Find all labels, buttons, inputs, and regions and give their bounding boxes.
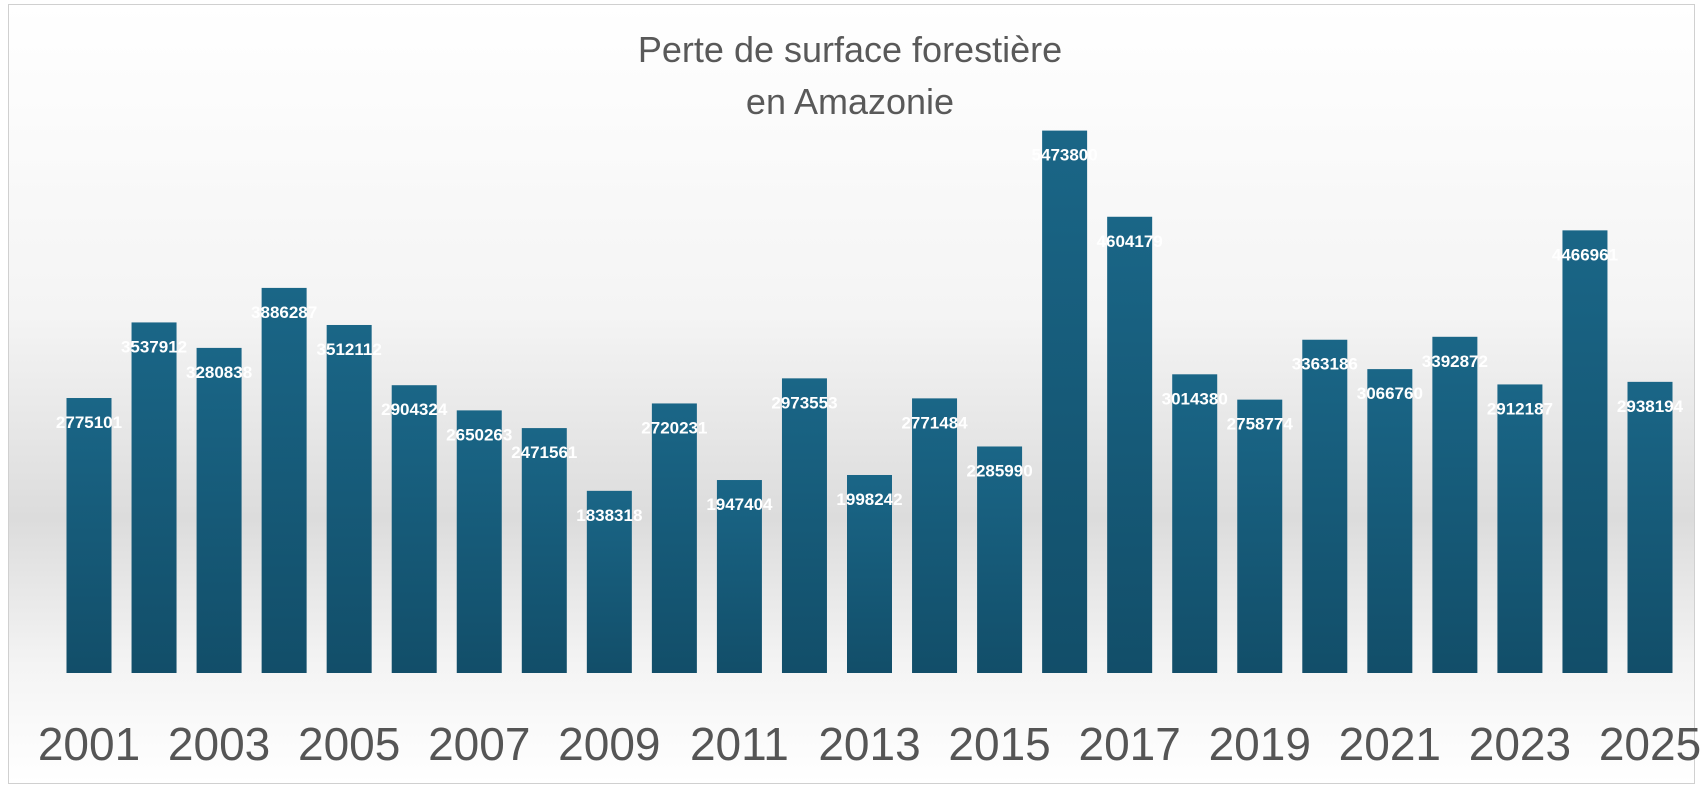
value-label: 4604179 xyxy=(1097,232,1163,251)
value-label: 2471561 xyxy=(511,443,577,462)
bar xyxy=(131,322,177,673)
bar xyxy=(66,398,112,673)
x-tick-label: 2017 xyxy=(1078,718,1180,770)
x-tick-label: 2025 xyxy=(1599,718,1701,770)
value-label: 4466961 xyxy=(1552,245,1618,264)
bar xyxy=(326,324,372,673)
bar xyxy=(847,474,892,673)
value-label: 3014380 xyxy=(1162,389,1228,408)
x-tick-label: 2003 xyxy=(168,718,270,770)
bar xyxy=(651,403,697,673)
value-label: 2720231 xyxy=(641,418,707,437)
bar xyxy=(1237,399,1283,673)
x-tick-label: 2011 xyxy=(690,718,789,770)
bar xyxy=(1562,230,1608,673)
x-tick-label: 2005 xyxy=(298,718,400,770)
x-tick-label: 2001 xyxy=(38,718,140,770)
bar xyxy=(912,398,958,673)
value-label: 5473800 xyxy=(1032,146,1098,165)
value-label: 1998242 xyxy=(836,490,902,509)
value-label: 2758774 xyxy=(1227,415,1294,434)
bar xyxy=(521,428,567,673)
value-label: 2938194 xyxy=(1617,397,1684,416)
bar xyxy=(456,410,502,673)
bar xyxy=(716,480,762,673)
bar xyxy=(781,378,827,673)
value-label: 3280838 xyxy=(186,363,252,382)
value-label: 2285990 xyxy=(966,461,1032,480)
value-label: 2912187 xyxy=(1487,399,1553,418)
value-label: 2650263 xyxy=(446,425,512,444)
value-label: 2775101 xyxy=(56,413,122,432)
chart-title: Perte de surface forestière en Amazonie xyxy=(637,29,1063,122)
bar xyxy=(1627,381,1673,673)
value-label: 2904324 xyxy=(381,400,448,419)
value-label: 3363186 xyxy=(1292,355,1358,374)
x-tick-label: 2021 xyxy=(1339,718,1441,770)
x-tick-label: 2009 xyxy=(558,718,660,770)
bar xyxy=(1107,216,1153,674)
x-tick-label: 2019 xyxy=(1209,718,1311,770)
value-label: 1947404 xyxy=(706,495,773,514)
x-tick-label: 2015 xyxy=(948,718,1050,770)
bar xyxy=(261,287,307,673)
bar xyxy=(1432,336,1478,673)
value-label: 3886287 xyxy=(251,303,317,322)
value-label: 2973553 xyxy=(771,393,837,412)
x-tick-label: 2023 xyxy=(1469,718,1571,770)
bar xyxy=(1172,374,1218,673)
bar xyxy=(1497,384,1543,673)
value-label: 1838318 xyxy=(576,506,642,525)
bar xyxy=(1042,130,1088,673)
bar xyxy=(391,385,437,673)
x-tick-label: 2013 xyxy=(818,718,920,770)
bar xyxy=(977,446,1023,673)
value-label: 3537912 xyxy=(121,337,187,356)
value-label: 3066760 xyxy=(1357,384,1423,403)
value-label: 2771484 xyxy=(901,413,968,432)
value-label: 3512112 xyxy=(317,340,382,359)
bar xyxy=(196,347,242,673)
x-tick-label: 2007 xyxy=(428,718,530,770)
bar xyxy=(586,490,632,673)
bar xyxy=(1302,339,1348,673)
value-label: 3392872 xyxy=(1422,352,1488,371)
bar xyxy=(1367,369,1413,673)
